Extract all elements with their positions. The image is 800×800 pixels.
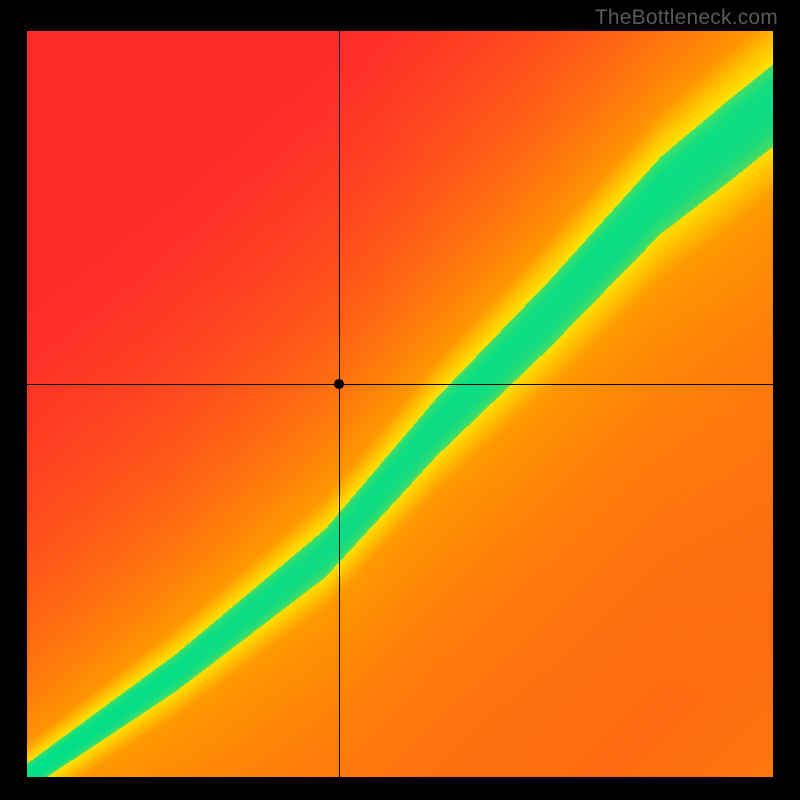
crosshair-horizontal [27,384,773,385]
crosshair-vertical [339,31,340,777]
crosshair-marker [334,379,344,389]
heatmap-plot [27,31,773,777]
watermark-text: TheBottleneck.com [595,6,778,30]
heatmap-canvas [27,31,773,777]
